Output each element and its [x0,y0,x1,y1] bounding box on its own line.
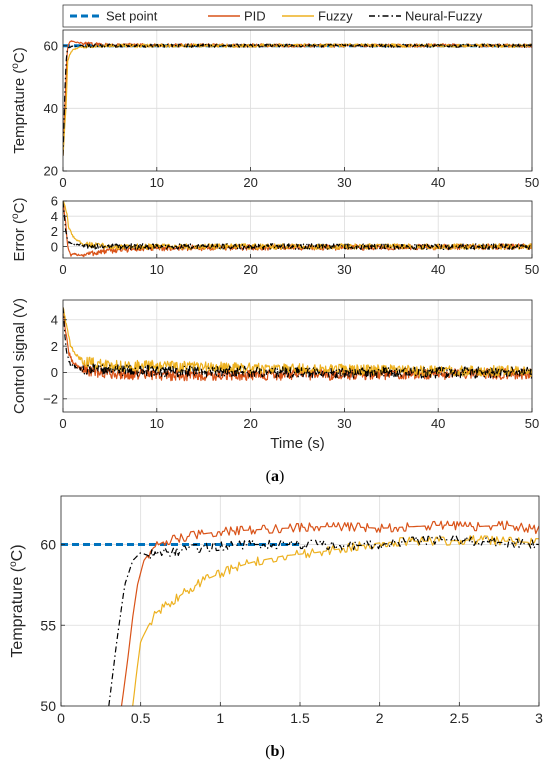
error-series-group [63,201,532,258]
control-xtick-label: 0 [59,416,66,431]
zoom-ytick-label: 60 [40,537,56,553]
error-xtick-label: 0 [59,262,66,277]
control-plot-area [63,300,532,412]
control-xtick-label: 40 [431,416,445,431]
temperature-frame [62,29,533,172]
legend-label-neural-fuzzy: Neural-Fuzzy [405,9,483,24]
zoom-xtick-label: 1 [216,710,224,726]
control-ylabel: Control signal (V) [11,298,28,414]
caption-b-close: ) [279,743,285,760]
control-xlabel: Time (s) [270,435,324,452]
temperature-xtick-label: 40 [431,175,445,190]
temperature-series-fuzzy [63,43,532,156]
zoom-xtick-label: 2 [376,710,384,726]
caption-a: (a) [0,468,550,486]
temperature-xtick-label: 0 [59,175,66,190]
caption-a-close: ) [279,468,285,485]
caption-b-open: ( [265,743,271,760]
temperature-ytick-label: 60 [44,38,58,53]
control-ytick-label: 2 [51,339,58,354]
zoom-series-fuzzy [132,535,539,706]
legend-entry-pid: PID [208,9,266,24]
caption-b: (b) [0,743,550,761]
temperature-ylabel-sup: o [10,63,21,69]
control-xtick-label: 20 [243,416,257,431]
error-ytick-label: 0 [51,239,58,254]
temperature-ylabel-pre: Temprature ( [11,69,28,154]
error-xtick-label: 40 [431,262,445,277]
zoom-ylabel: Temprature (oC) [8,544,26,657]
caption-a-letter: a [271,468,279,485]
error-xtick-label: 50 [525,262,539,277]
error-ytick-label: 4 [51,209,58,224]
temperature-xtick-label: 50 [525,175,539,190]
zoom-ylabel-sup: o [8,561,19,567]
legend: Set point PID Fuzzy Neural-Fuzzy [62,4,533,28]
legend-entry-neural-fuzzy: Neural-Fuzzy [369,9,483,24]
temperature-ylabel-post: C) [11,47,28,63]
control-series-neural-fuzzy [63,307,532,379]
error-ylabel-sup: o [10,213,21,219]
control-ytick-label: 4 [51,312,58,327]
error-ylabel-pre: Error ( [11,219,28,262]
temperature-ylabel: Temprature (oC) [10,47,28,153]
error-series-neural-fuzzy [63,201,532,250]
control-xtick-label: 30 [337,416,351,431]
zoom-xtick-label: 0.5 [131,710,151,726]
legend-label-fuzzy: Fuzzy [318,9,353,24]
temperature-xtick-label: 10 [150,175,164,190]
temperature-series-group [63,40,532,156]
control-ytick-label: 0 [51,365,58,380]
legend-entry-fuzzy: Fuzzy [282,9,353,24]
error-ylabel: Error (oC) [10,198,28,262]
zoom-ytick-label: 55 [40,617,56,633]
control-series-group [63,307,532,382]
axes-temperature: 0 10 20 30 40 50 20 40 60 Temprature (oC) [10,29,539,190]
legend-entry-set-point: Set point [70,9,158,24]
temperature-ytick-label: 20 [44,164,58,179]
error-ytick-label: 6 [51,194,58,209]
caption-b-letter: b [270,743,280,760]
error-xtick-label: 10 [150,262,164,277]
zoom-series-group [61,520,539,706]
axes-zoom: 0 0.5 1 1.5 2 2.5 3 50 55 60 Temprature (oC) [8,495,543,726]
error-xtick-label: 30 [337,262,351,277]
caption-a-open: ( [265,468,271,485]
control-xtick-label: 10 [150,416,164,431]
zoom-ylabel-post: C) [9,544,26,561]
zoom-ytick-label: 50 [40,698,56,714]
zoom-xtick-label: 0 [57,710,65,726]
temperature-xtick-label: 30 [337,175,351,190]
temperature-xtick-label: 20 [243,175,257,190]
temperature-ytick-label: 40 [44,101,58,116]
error-frame [62,200,533,259]
zoom-xtick-label: 3 [535,710,543,726]
legend-label-set-point: Set point [106,9,158,24]
zoom-xtick-label: 2.5 [450,710,470,726]
control-ytick-label: −2 [43,392,58,407]
zoom-ylabel-pre: Temprature ( [9,566,26,657]
zoom-xtick-label: 1.5 [290,710,310,726]
error-ylabel-post: C) [11,198,28,214]
error-xtick-label: 20 [243,262,257,277]
temperature-plot-area [63,30,532,171]
zoom-series-pid [120,520,539,706]
control-xtick-label: 50 [525,416,539,431]
legend-label-pid: PID [244,9,266,24]
control-frame [62,299,533,413]
error-ytick-label: 2 [51,224,58,239]
